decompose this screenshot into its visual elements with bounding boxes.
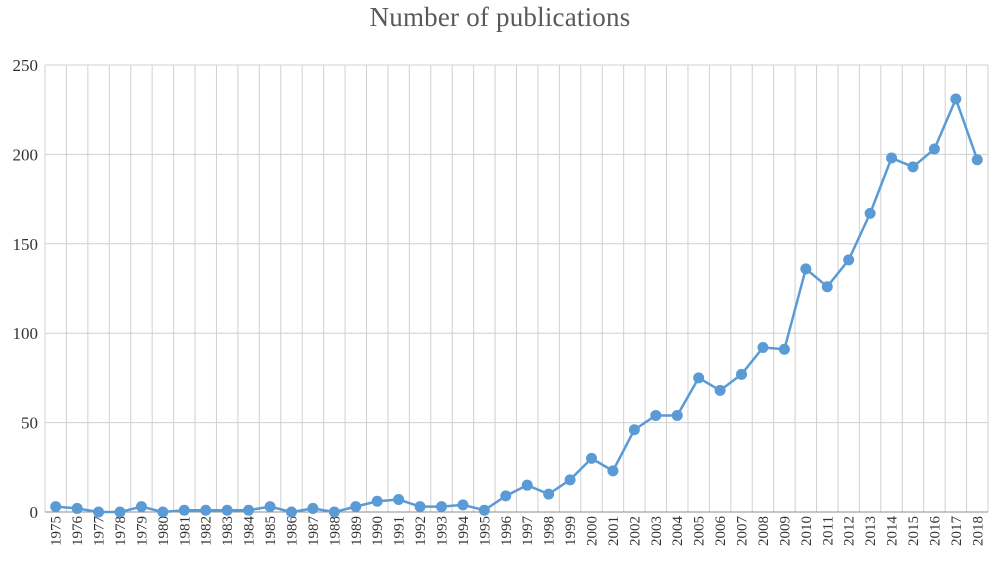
data-point: [907, 161, 919, 173]
x-tick-label: 1990: [370, 516, 386, 546]
x-tick-label: 2005: [692, 516, 708, 546]
data-point: [864, 207, 876, 219]
x-tick-label: 2008: [756, 516, 772, 546]
x-tick-label: 2011: [820, 516, 836, 545]
data-point: [50, 501, 62, 513]
x-tick-label: 1988: [327, 516, 343, 546]
x-tick-label: 2003: [649, 516, 665, 546]
data-point: [135, 501, 147, 513]
y-tick-label: 150: [13, 235, 39, 254]
data-point: [178, 504, 190, 516]
data-point: [671, 409, 683, 421]
x-tick-label: 1978: [113, 516, 129, 546]
data-point: [928, 143, 940, 155]
x-tick-label: 2009: [777, 516, 793, 546]
data-point: [221, 504, 233, 516]
data-point: [435, 501, 447, 513]
x-tick-label: 1996: [499, 516, 515, 547]
data-point: [971, 154, 983, 166]
y-tick-label: 0: [30, 503, 39, 522]
data-point: [114, 506, 126, 518]
y-tick-label: 250: [13, 56, 39, 75]
x-tick-label: 1991: [392, 516, 408, 546]
data-point: [543, 488, 555, 500]
x-tick-label: 2010: [799, 516, 815, 546]
x-tick-label: 2013: [863, 516, 879, 546]
data-point: [564, 474, 576, 486]
x-tick-label: 2004: [670, 516, 686, 547]
x-tick-label: 2015: [906, 516, 922, 546]
x-tick-label: 2012: [842, 516, 858, 546]
data-point: [800, 263, 812, 275]
data-point: [157, 506, 169, 518]
data-point: [414, 501, 426, 513]
chart-title: Number of publications: [369, 2, 631, 32]
x-tick-label: 2006: [713, 516, 729, 547]
x-tick-label: 1975: [49, 516, 65, 546]
x-tick-label: 1999: [563, 516, 579, 546]
data-point: [243, 504, 255, 516]
x-tick-label: 1977: [92, 516, 108, 547]
data-point: [757, 342, 769, 354]
x-tick-label: 1989: [349, 516, 365, 546]
y-tick-label: 100: [13, 324, 39, 343]
data-point: [350, 501, 362, 513]
x-tick-label: 2007: [735, 516, 751, 547]
x-tick-label: 2016: [927, 516, 943, 547]
data-point: [500, 490, 512, 502]
x-tick-label: 1982: [199, 516, 215, 546]
x-tick-label: 2001: [606, 516, 622, 546]
data-point: [628, 424, 640, 436]
data-point: [93, 506, 105, 518]
data-point: [886, 152, 898, 164]
data-point: [328, 506, 340, 518]
data-point: [607, 465, 619, 477]
data-point: [285, 506, 297, 518]
data-point: [714, 384, 726, 396]
x-tick-label: 2017: [949, 516, 965, 547]
x-tick-label: 2014: [885, 516, 901, 547]
data-point: [521, 479, 533, 491]
x-tick-label: 1992: [413, 516, 429, 546]
data-point: [264, 501, 276, 513]
x-tick-label: 1987: [306, 516, 322, 547]
data-point: [586, 452, 598, 464]
x-tick-label: 1994: [456, 516, 472, 547]
x-tick-label: 1976: [70, 516, 86, 547]
x-tick-label: 1998: [542, 516, 558, 546]
data-point: [821, 281, 833, 293]
y-tick-label: 50: [21, 414, 38, 433]
data-point: [693, 372, 705, 384]
data-point: [371, 495, 383, 507]
data-point: [950, 93, 962, 105]
x-tick-label: 2018: [970, 516, 986, 546]
data-point: [843, 254, 855, 266]
x-tick-label: 1984: [242, 516, 258, 547]
x-tick-label: 1981: [177, 516, 193, 546]
x-tick-label: 1983: [220, 516, 236, 546]
data-point: [457, 499, 469, 511]
data-point: [71, 502, 83, 514]
data-point: [478, 504, 490, 516]
data-point: [736, 368, 748, 380]
x-tick-label: 1993: [434, 516, 450, 546]
x-tick-label: 1986: [284, 516, 300, 547]
data-point: [200, 504, 212, 516]
x-tick-label: 1985: [263, 516, 279, 546]
x-tick-label: 1997: [520, 516, 536, 547]
x-tick-label: 1995: [477, 516, 493, 546]
y-tick-label: 200: [13, 145, 39, 164]
data-point: [307, 502, 319, 514]
data-point: [650, 409, 662, 421]
x-tick-label: 1980: [156, 516, 172, 546]
data-point: [778, 343, 790, 355]
data-point: [393, 493, 405, 505]
x-tick-label: 2000: [585, 516, 601, 546]
x-tick-label: 1979: [134, 516, 150, 546]
x-tick-label: 2002: [627, 516, 643, 546]
